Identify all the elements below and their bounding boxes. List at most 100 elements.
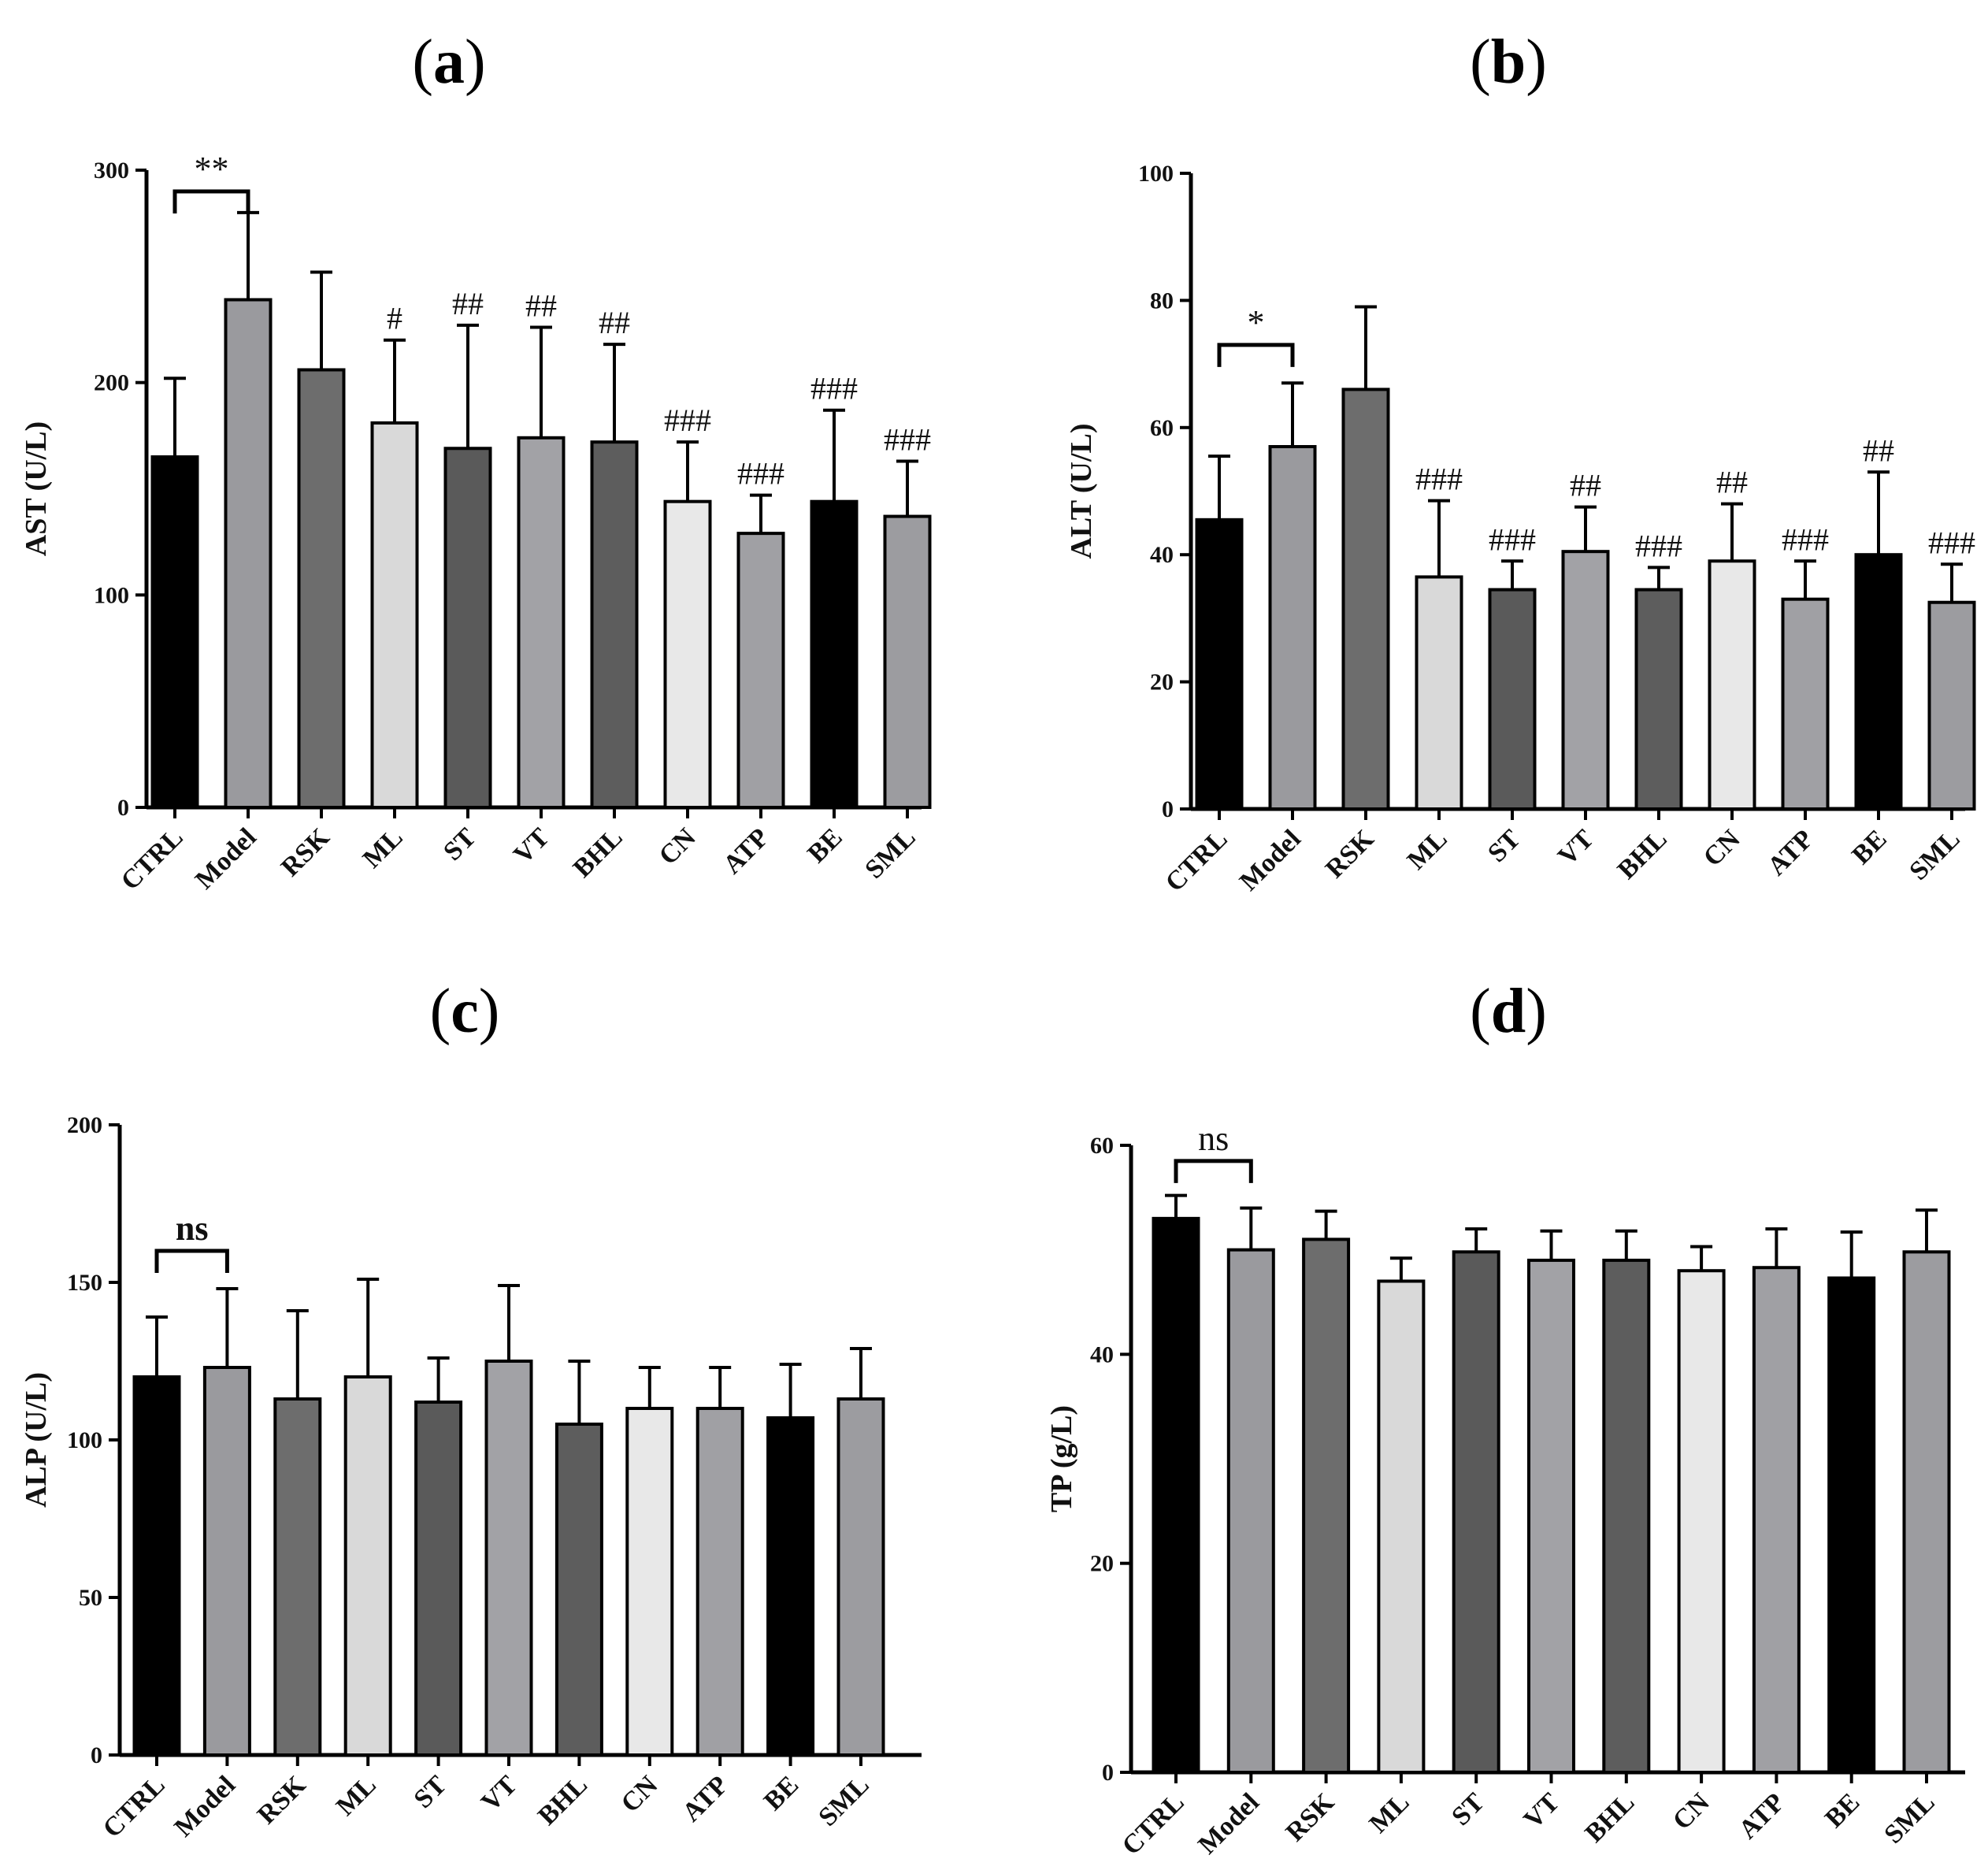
y-axis-label: TP (g/L) [1045,1405,1078,1512]
bar-ml [343,1375,392,1757]
bar-ctrl [1195,518,1244,811]
comparison-label: * [1248,303,1265,342]
bar-st [1452,1250,1500,1774]
bar-cn [663,499,712,809]
y-tick-label: 0 [91,1742,102,1768]
bar-atp [1781,597,1830,811]
y-tick-label: 40 [1090,1341,1114,1367]
bar-ml [1377,1279,1426,1774]
bar-cn [1677,1269,1726,1774]
category-label: ATP [1762,824,1819,881]
significance-marker: ### [810,371,858,406]
y-tick-label: 80 [1150,288,1174,314]
significance-marker: ### [1489,521,1536,557]
y-axis-label: ALP (U/L) [20,1372,53,1508]
bar-ctrl [132,1375,181,1757]
bar-be [810,499,859,809]
category-label: RSK [276,822,336,882]
comparison-label: ns [176,1209,209,1248]
bar-bhl [1634,588,1683,811]
panel-d: (d) 0 20 40 60 TP (g/L) CTRL Model RSK ML ST VT BHL… [1045,977,1965,1861]
category-label: VT [1519,1787,1566,1835]
category-label: ST [1446,1787,1490,1831]
category-label: SML [859,822,921,884]
category-label: ST [409,1770,453,1814]
y-tick-label: 100 [94,582,129,608]
comparison-bracket [1217,343,1295,367]
category-label: ML [331,1770,382,1821]
significance-marker: ### [664,403,711,438]
chart-b: 0 20 40 60 80 100 ALT (U/L) CTRL Model RSK ML ### ST… [1065,161,1976,897]
bar-sml [1902,1250,1951,1774]
y-axis-label: AST (U/L) [20,421,53,556]
bar-be [1854,553,1903,811]
significance-marker: ## [1863,432,1894,468]
bar-atp [695,1407,744,1757]
significance-marker: ## [599,305,630,340]
category-label: BHL [568,822,629,883]
y-tick-label: 300 [94,158,129,184]
bar-be [766,1416,815,1757]
category-label: CN [1698,824,1746,872]
category-label: ML [358,822,409,874]
bar-vt [484,1360,533,1757]
y-tick-label: 200 [67,1112,102,1138]
category-label: RSK [252,1770,312,1830]
category-label: BE [802,822,847,868]
category-label: BE [758,1770,804,1816]
comparison-bracket [1174,1159,1253,1183]
bar-rsk [273,1397,322,1757]
bar-atp [736,532,785,809]
category-label: CN [1667,1787,1715,1835]
category-label: ML [1364,1787,1415,1838]
panel-label-b: (b) [1470,28,1547,97]
bar-model [1226,1248,1275,1774]
category-label: CTRL [98,1770,171,1843]
significance-marker: ### [1635,528,1682,563]
y-tick-label: 60 [1090,1133,1114,1159]
category-label: CTRL [116,822,189,896]
bar-rsk [1302,1237,1351,1774]
category-label: ML [1402,824,1453,875]
category-label: CTRL [1160,824,1233,897]
y-tick-label: 60 [1150,415,1174,441]
significance-marker: ### [1415,462,1463,497]
category-label: BHL [1580,1787,1641,1848]
category-label: Model [1192,1787,1265,1860]
bar-st [414,1401,463,1757]
bar-sml [883,514,932,809]
category-label: ST [438,822,482,866]
chart-a: 0 100 200 300 AST (U/L) CTRL Model RSK ML # ST ## VT… [20,150,932,896]
category-label: SML [813,1770,874,1831]
category-label: ATP [1734,1787,1790,1844]
bar-bhl [590,440,639,809]
category-label: Model [190,822,262,895]
bar-model [1268,445,1317,811]
y-axis-label: ALT (U/L) [1065,423,1098,558]
category-label: CN [654,822,702,870]
comparison-label: ns [1198,1119,1229,1158]
category-label: SML [1904,824,1965,885]
category-label: CTRL [1117,1787,1190,1861]
significance-marker: # [387,301,402,336]
category-label: BHL [1612,824,1673,885]
significance-marker: ## [525,288,557,324]
y-tick-label: 20 [1150,670,1174,696]
y-tick-label: 20 [1090,1551,1114,1577]
significance-marker: ### [737,456,784,492]
y-tick-label: 200 [94,370,129,396]
significance-marker: ### [1928,525,1975,560]
significance-marker: ### [884,421,931,457]
category-label: ATP [677,1770,733,1827]
significance-marker: ## [1570,468,1601,503]
category-label: VT [1552,824,1600,871]
category-label: RSK [1281,1787,1341,1847]
bar-vt [1561,550,1610,811]
comparison-label: ** [195,150,229,188]
bar-ml [1415,575,1463,811]
bar-ml [370,421,419,809]
bar-vt [517,436,566,810]
bar-ctrl [150,455,199,809]
